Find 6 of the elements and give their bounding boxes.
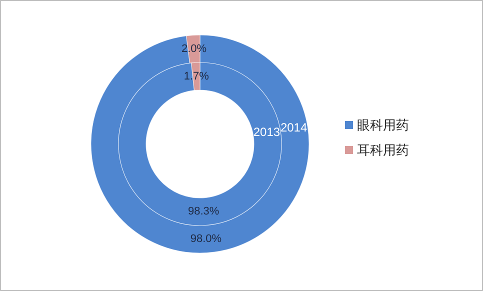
slice-label: 2014 [280,120,308,134]
data-label: 98.3% [188,206,220,218]
slice-label: 2013 [253,125,280,140]
data-label: 98.0% [190,233,222,246]
legend-label: 眼科用药 [357,118,409,132]
legend-label: 耳科用药 [357,142,409,158]
